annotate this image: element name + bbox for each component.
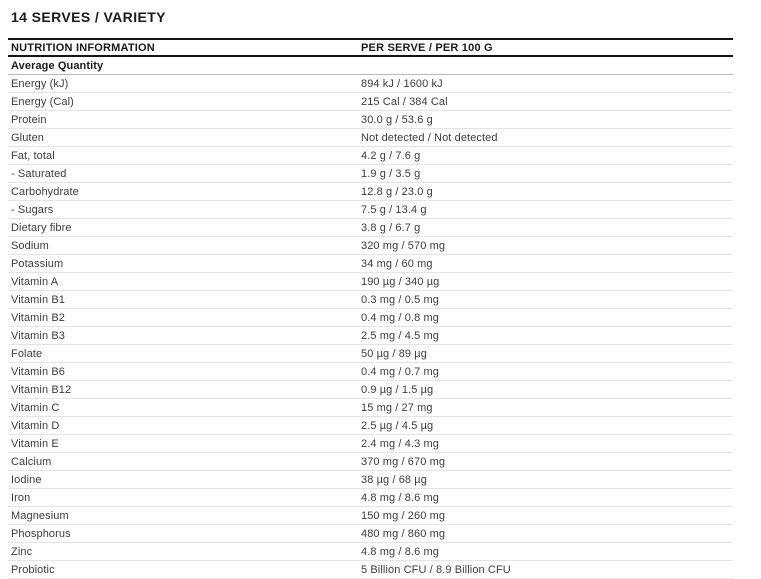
table-row: - Saturated 1.9 g / 3.5 g [8,165,733,183]
table-row: Vitamin B6 0.4 mg / 0.7 mg [8,363,733,381]
nutrient-label: Gluten [11,131,45,144]
nutrient-value: 2.4 mg / 4.3 mg [361,437,439,450]
nutrient-value: 4.8 mg / 8.6 mg [361,491,439,504]
nutrient-label: Calcium [11,455,52,468]
nutrient-label: Vitamin B1 [11,293,65,306]
table-row: Vitamin B3 2.5 mg / 4.5 mg [8,327,733,345]
table-row: Fat, total 4.2 g / 7.6 g [8,147,733,165]
table-body: Energy (kJ) 894 kJ / 1600 kJ Energy (Cal… [8,75,733,579]
nutrient-value: 50 µg / 89 µg [361,347,427,360]
nutrient-label: Vitamin C [11,401,60,414]
nutrient-label: Dietary fibre [11,221,72,234]
nutrient-label: Vitamin A [11,275,59,288]
table-row: Protein 30.0 g / 53.6 g [8,111,733,129]
table-row: Vitamin D 2.5 µg / 4.5 µg [8,417,733,435]
nutrient-label: Energy (Cal) [11,95,74,108]
nutrient-value: 480 mg / 860 mg [361,527,446,540]
table-header-row: NUTRITION INFORMATION PER SERVE / PER 10… [8,38,733,57]
nutrient-label: Sodium [11,239,49,252]
nutrient-value: 0.3 mg / 0.5 mg [361,293,439,306]
nutrient-value: 190 µg / 340 µg [361,275,440,288]
nutrient-value: 12.8 g / 23.0 g [361,185,433,198]
table-row: Gluten Not detected / Not detected [8,129,733,147]
page-title: 14 SERVES / VARIETY [11,9,166,25]
nutrient-value: 320 mg / 570 mg [361,239,446,252]
table-row: Energy (Cal) 215 Cal / 384 Cal [8,93,733,111]
nutrient-value: 0.9 µg / 1.5 µg [361,383,434,396]
table-row: Carbohydrate 12.8 g / 23.0 g [8,183,733,201]
nutrient-label: Fat, total [11,149,55,162]
nutrient-label: Folate [11,347,43,360]
nutrient-value: 2.5 mg / 4.5 mg [361,329,439,342]
table-row: Vitamin B2 0.4 mg / 0.8 mg [8,309,733,327]
table-row: Probiotic 5 Billion CFU / 8.9 Billion CF… [8,561,733,579]
table-row: - Sugars 7.5 g / 13.4 g [8,201,733,219]
nutrient-label: Carbohydrate [11,185,79,198]
nutrient-value: 4.8 mg / 8.6 mg [361,545,439,558]
section-header-row: Average Quantity [8,57,733,75]
column-header-per-serve: PER SERVE / PER 100 G [361,41,493,54]
table-row: Iron 4.8 mg / 8.6 mg [8,489,733,507]
nutrient-value: 2.5 µg / 4.5 µg [361,419,434,432]
nutrient-value: 1.9 g / 3.5 g [361,167,421,180]
nutrient-value: Not detected / Not detected [361,131,498,144]
table-row: Sodium 320 mg / 570 mg [8,237,733,255]
nutrient-label: Vitamin B3 [11,329,65,342]
nutrient-label: Magnesium [11,509,69,522]
table-row: Calcium 370 mg / 670 mg [8,453,733,471]
nutrient-label: Potassium [11,257,64,270]
table-row: Vitamin B12 0.9 µg / 1.5 µg [8,381,733,399]
nutrient-label: Vitamin D [11,419,60,432]
nutrient-value: 0.4 mg / 0.7 mg [361,365,439,378]
table-row: Energy (kJ) 894 kJ / 1600 kJ [8,75,733,93]
table-row: Phosphorus 480 mg / 860 mg [8,525,733,543]
nutrient-label: Protein [11,113,47,126]
nutrient-label: - Sugars [11,203,54,216]
table-row: Vitamin A 190 µg / 340 µg [8,273,733,291]
table-row: Vitamin E 2.4 mg / 4.3 mg [8,435,733,453]
nutrient-label: Probiotic [11,563,55,576]
nutrient-label: Iodine [11,473,42,486]
nutrient-value: 0.4 mg / 0.8 mg [361,311,439,324]
nutrient-label: Vitamin E [11,437,59,450]
nutrient-value: 5 Billion CFU / 8.9 Billion CFU [361,563,511,576]
table-row: Iodine 38 µg / 68 µg [8,471,733,489]
table-row: Vitamin C 15 mg / 27 mg [8,399,733,417]
nutrient-label: Energy (kJ) [11,77,69,90]
nutrient-value: 894 kJ / 1600 kJ [361,77,443,90]
table-row: Zinc 4.8 mg / 8.6 mg [8,543,733,561]
nutrient-label: Zinc [11,545,33,558]
table-row: Folate 50 µg / 89 µg [8,345,733,363]
nutrient-label: Vitamin B12 [11,383,72,396]
column-header-nutrition-information: NUTRITION INFORMATION [11,41,155,54]
table-row: Potassium 34 mg / 60 mg [8,255,733,273]
nutrient-value: 215 Cal / 384 Cal [361,95,448,108]
table-row: Magnesium 150 mg / 260 mg [8,507,733,525]
nutrient-label: Vitamin B2 [11,311,65,324]
section-header-label: Average Quantity [11,59,104,72]
nutrient-value: 30.0 g / 53.6 g [361,113,433,126]
nutrient-label: Iron [11,491,31,504]
nutrient-label: Vitamin B6 [11,365,65,378]
nutrient-label: Phosphorus [11,527,71,540]
nutrition-table: NUTRITION INFORMATION PER SERVE / PER 10… [8,38,733,579]
nutrient-value: 4.2 g / 7.6 g [361,149,421,162]
table-row: Dietary fibre 3.8 g / 6.7 g [8,219,733,237]
nutrient-label: - Saturated [11,167,67,180]
nutrient-value: 34 mg / 60 mg [361,257,433,270]
nutrient-value: 150 mg / 260 mg [361,509,446,522]
nutrient-value: 15 mg / 27 mg [361,401,433,414]
nutrient-value: 370 mg / 670 mg [361,455,446,468]
nutrient-value: 7.5 g / 13.4 g [361,203,427,216]
nutrient-value: 3.8 g / 6.7 g [361,221,421,234]
table-row: Vitamin B1 0.3 mg / 0.5 mg [8,291,733,309]
nutrient-value: 38 µg / 68 µg [361,473,427,486]
